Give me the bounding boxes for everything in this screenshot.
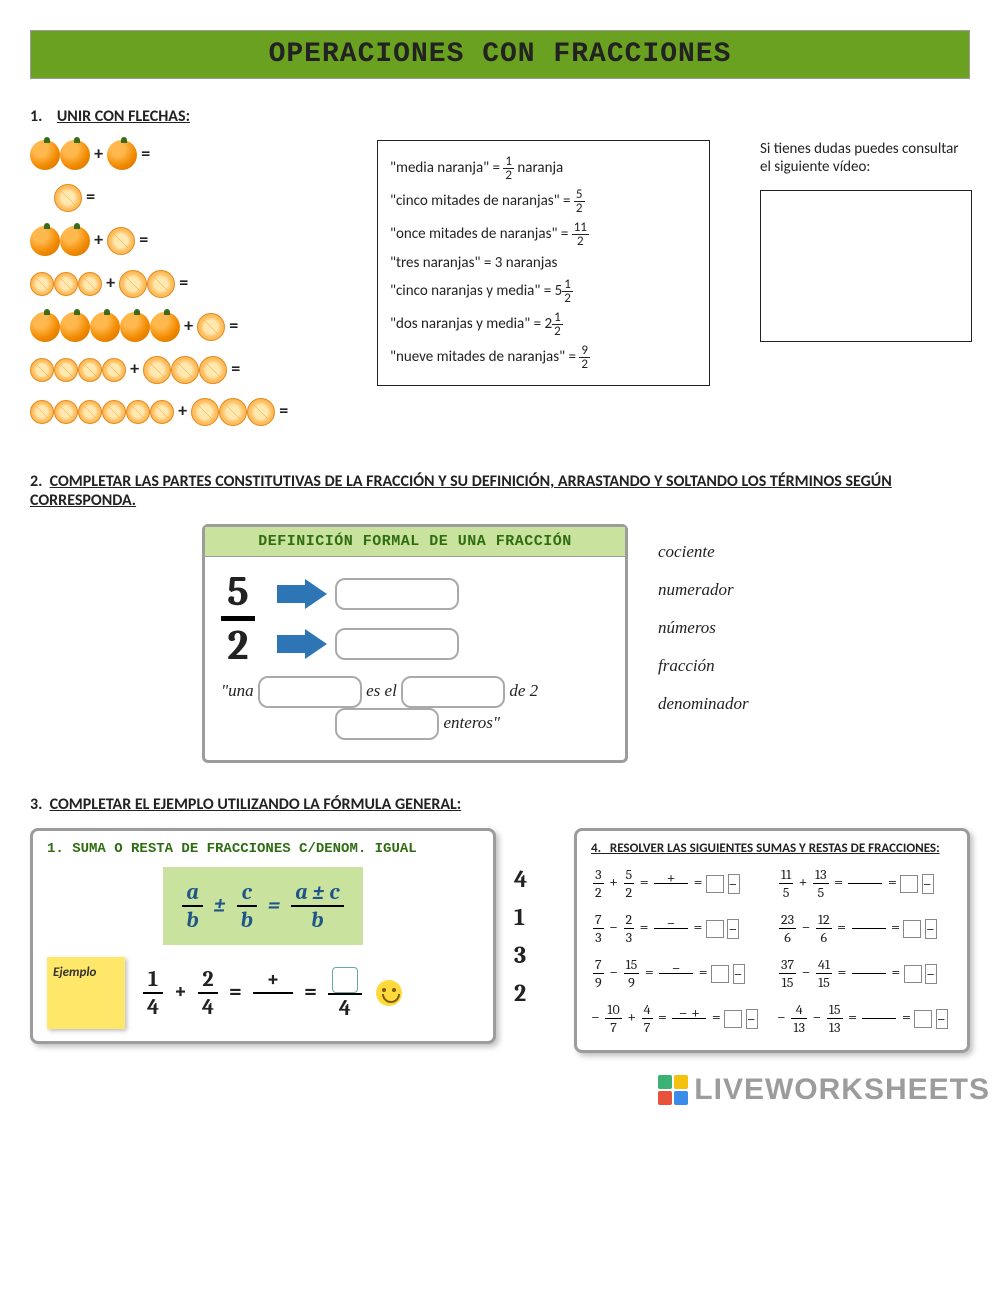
oranges-column[interactable]: + = = + = + = + = + = + =	[30, 140, 347, 440]
drag-term[interactable]: numerador	[658, 580, 798, 600]
definition-line[interactable]: "once mitades de naranjas" = 112	[390, 221, 697, 248]
equation[interactable]: 3715 − 4115 = = −	[777, 956, 953, 991]
definition-line[interactable]: "nueve mitades de naranjas" = 92	[390, 344, 697, 371]
definitions-box[interactable]: "media naranja" = 12 naranja "cinco mitad…	[377, 140, 710, 386]
page-title: OPERACIONES CON FRACCIONES	[30, 30, 970, 79]
drag-term[interactable]: denominador	[658, 694, 798, 714]
panel3a-title: 1. SUMA O RESTA DE FRACCIONES C/DENOM. I…	[33, 831, 493, 867]
section2-heading: 2. COMPLETAR LAS PARTES CONSTITUTIVAS DE…	[30, 472, 970, 510]
answer-box[interactable]	[332, 967, 358, 993]
smile-icon	[376, 980, 402, 1006]
formula-panel: 1. SUMA O RESTA DE FRACCIONES C/DENOM. I…	[30, 828, 496, 1044]
definition-line[interactable]: "dos naranjas y media" = 212	[390, 311, 697, 338]
drag-term[interactable]: cociente	[658, 542, 798, 562]
definition-line[interactable]: "media naranja" = 12 naranja	[390, 155, 697, 182]
drag-term[interactable]: números	[658, 618, 798, 638]
equation[interactable]: 73 − 23 = − = −	[591, 911, 767, 946]
definition-line[interactable]: "tres naranjas" = 3 naranjas	[390, 254, 697, 272]
drop-slot-numerator[interactable]	[335, 578, 459, 610]
equation[interactable]: 115 + 135 = = −	[777, 866, 953, 901]
definition-line[interactable]: "cinco mitades de naranjas" = 52	[390, 188, 697, 215]
drag-term[interactable]: fracción	[658, 656, 798, 676]
arrow-icon	[277, 629, 327, 659]
section1-heading: 1. UNIR CON FLECHAS:	[30, 107, 970, 126]
example-expression: 14 + 24 = + = 4	[137, 965, 368, 1021]
equation[interactable]: − 107 + 47 = − + = −	[591, 1001, 767, 1036]
drop-slot-1[interactable]	[258, 676, 362, 708]
definition-sentence: "una es el de 2 enteros"	[221, 676, 609, 740]
big-fraction: 5 2	[221, 567, 255, 670]
panel3b-title: 4. RESOLVER LAS SIGUIENTES SUMAS Y RESTA…	[591, 841, 953, 856]
drag-number[interactable]: 1	[514, 903, 544, 931]
equation[interactable]: − 413 − 1513 = = −	[777, 1001, 953, 1036]
watermark: LIVEWORKSHEETS	[658, 1073, 990, 1107]
drag-number[interactable]: 2	[514, 979, 544, 1007]
video-placeholder[interactable]	[760, 190, 972, 342]
drag-numbers[interactable]: 4 1 3 2	[514, 855, 544, 1017]
panel2-title: DEFINICIÓN FORMAL DE UNA FRACCIÓN	[205, 527, 625, 557]
fraction-definition-panel: DEFINICIÓN FORMAL DE UNA FRACCIÓN 5 2	[202, 524, 628, 763]
drag-number[interactable]: 3	[514, 941, 544, 969]
drag-terms-list[interactable]: cociente numerador números fracción denomina…	[658, 524, 798, 732]
equation[interactable]: 236 − 126 = = −	[777, 911, 953, 946]
exercises-panel: 4. RESOLVER LAS SIGUIENTES SUMAS Y RESTA…	[574, 828, 970, 1053]
arrow-icon	[277, 579, 327, 609]
drop-slot-2[interactable]	[401, 676, 505, 708]
definition-line[interactable]: "cinco naranjas y media" = 512	[390, 278, 697, 305]
equation[interactable]: 79 − 159 = − = −	[591, 956, 767, 991]
general-formula: ab ± cb = a ± cb	[163, 867, 363, 945]
drag-number[interactable]: 4	[514, 865, 544, 893]
drop-slot-denominator[interactable]	[335, 628, 459, 660]
section3-heading: 3. COMPLETAR EL EJEMPLO UTILIZANDO LA FÓ…	[30, 795, 970, 814]
equation[interactable]: 32 + 52 = + = −	[591, 866, 767, 901]
sticky-note: Ejemplo	[47, 957, 125, 1029]
drop-slot-3[interactable]	[335, 708, 439, 740]
video-note: Si tienes dudas puedes consultar el sigu…	[760, 140, 970, 342]
